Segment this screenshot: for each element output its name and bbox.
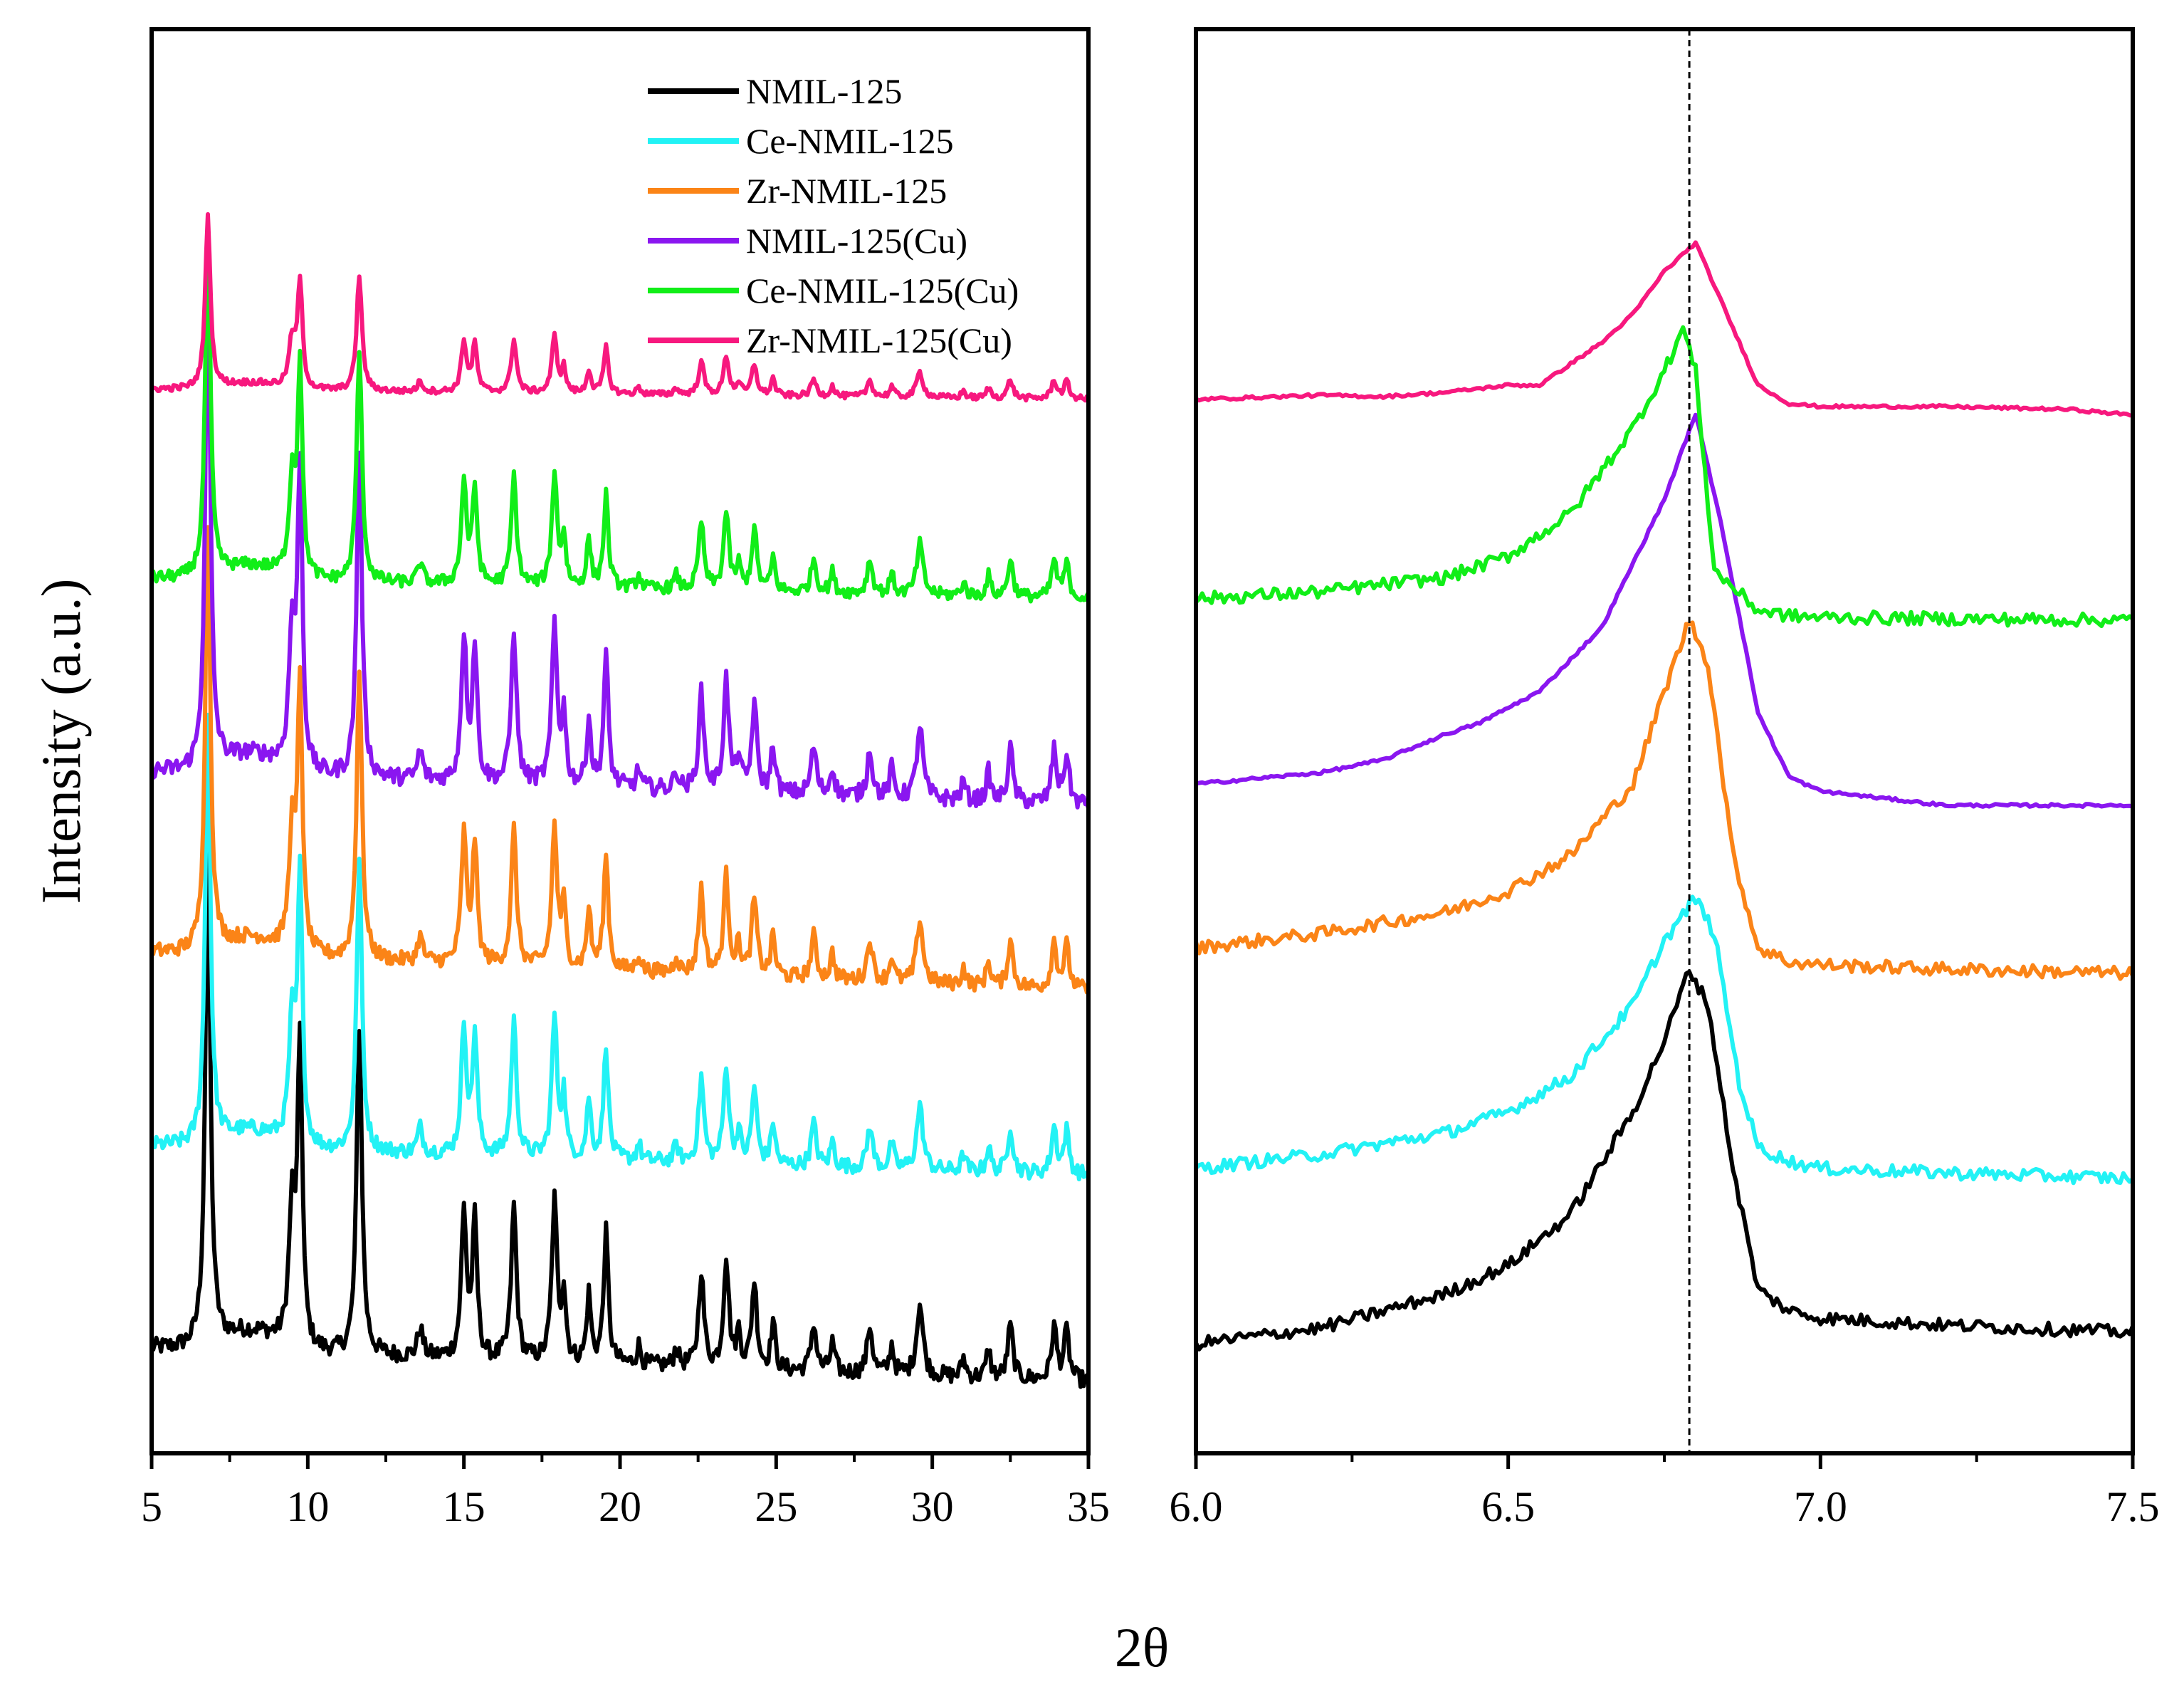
left-x-tick-label: 15: [443, 1483, 485, 1530]
left-x-tick-label: 5: [141, 1483, 162, 1530]
right-x-tick-label: 6.0: [1170, 1483, 1223, 1530]
left-series-group: [149, 211, 1091, 1389]
right-series-line-zr-nmil-125: [1194, 620, 2135, 981]
right-panel-zoomed-range: 6.0 6.5 7.0 7.5: [1170, 27, 2160, 1530]
legend-label-zr-nmil-125-cu: Zr-NMIL-125(Cu): [746, 320, 1012, 360]
right-x-tick-label: 7.5: [2106, 1483, 2160, 1530]
right-series-group: [1194, 240, 2135, 1351]
right-series-line-zr-nmil-125-cu: [1195, 240, 2133, 418]
left-series-line-ce-nmil-125-cu: [149, 228, 1091, 604]
right-x-tick-label: 7.0: [1794, 1483, 1847, 1530]
y-axis-title: Intensity (a.u.): [30, 578, 92, 904]
right-series-line-ce-nmil-125-cu: [1194, 325, 2134, 629]
legend-label-nmil-125: NMIL-125: [746, 71, 902, 111]
right-series-line-ce-nmil-125: [1194, 894, 2134, 1186]
left-series-line-ce-nmil-125: [149, 712, 1091, 1181]
left-x-tick-label: 30: [911, 1483, 954, 1530]
left-series-line-nmil-125: [149, 849, 1090, 1389]
legend-label-ce-nmil-125: Ce-NMIL-125: [746, 121, 954, 161]
right-series-line-nmil-125-cu: [1195, 412, 2133, 809]
legend-label-zr-nmil-125: Zr-NMIL-125: [746, 171, 947, 211]
legend: NMIL-125 Ce-NMIL-125 Zr-NMIL-125 NMIL-125(C…: [648, 71, 1019, 360]
left-series-line-zr-nmil-125-cu: [149, 211, 1090, 403]
legend-label-ce-nmil-125-cu: Ce-NMIL-125(Cu): [746, 271, 1019, 310]
right-plot-frame: [1194, 27, 2135, 1455]
left-series-line-nmil-125-cu: [149, 278, 1091, 810]
left-x-tick-label: 10: [286, 1483, 329, 1530]
left-x-ticks: 5 10 15 20 25 30 35: [141, 1453, 1110, 1530]
right-x-tick-label: 6.5: [1481, 1483, 1535, 1530]
left-x-tick-label: 25: [755, 1483, 797, 1530]
left-x-tick-label: 20: [599, 1483, 641, 1530]
left-x-tick-label: 35: [1067, 1483, 1110, 1530]
x-axis-title: 2θ: [1115, 1616, 1169, 1678]
right-series-line-nmil-125: [1194, 969, 2135, 1351]
left-panel-full-range: 5 10 15 20 25 30 35 NMIL-125 Ce-NMIL-125 Zr-NMIL…: [141, 27, 1110, 1530]
left-series-line-zr-nmil-125: [149, 525, 1091, 995]
legend-label-nmil-125-cu: NMIL-125(Cu): [746, 221, 967, 261]
right-x-ticks: 6.0 6.5 7.0 7.5: [1170, 1453, 2160, 1530]
